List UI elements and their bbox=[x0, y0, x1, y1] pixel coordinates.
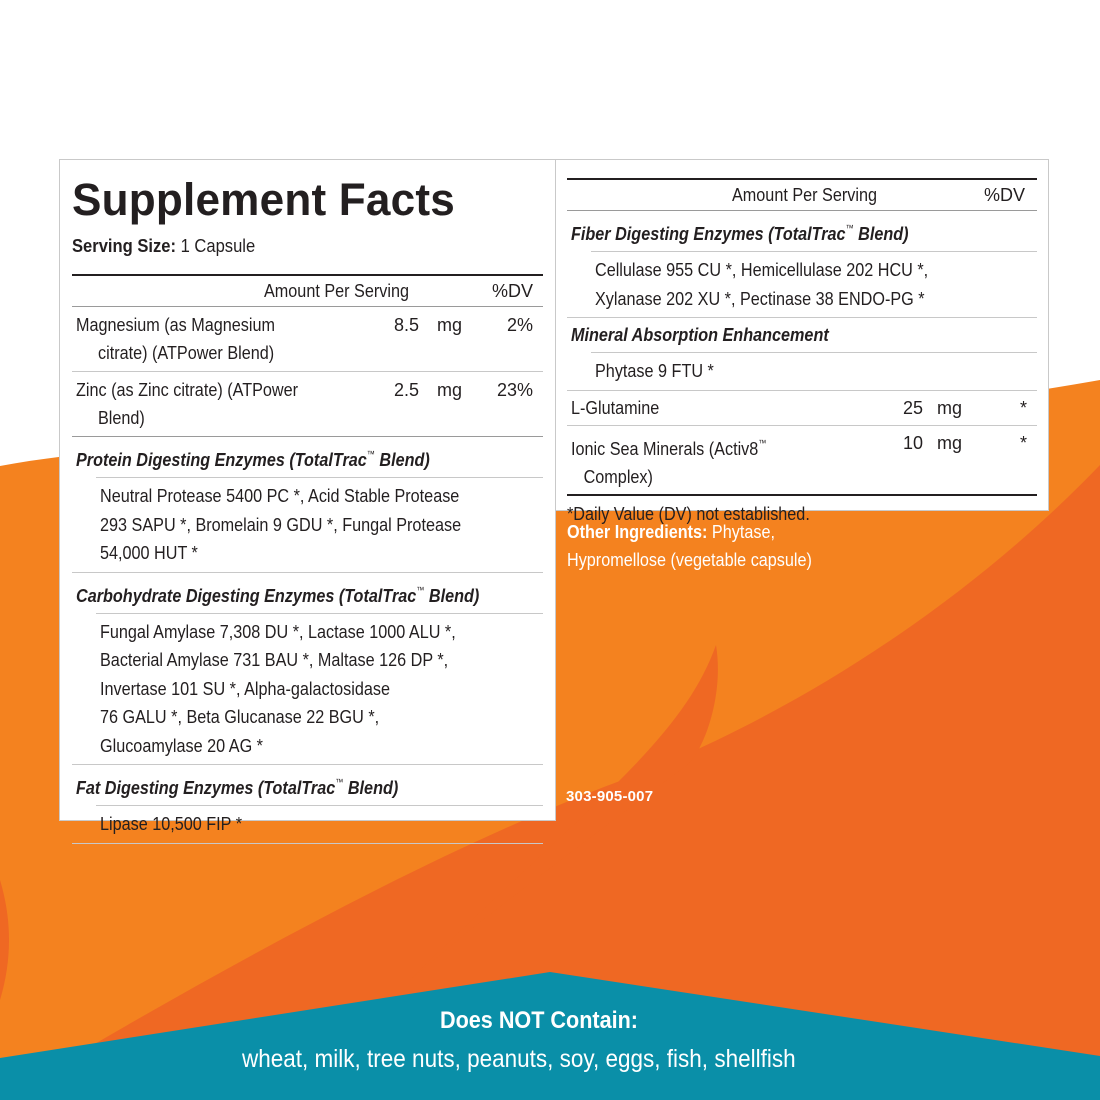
blend-ingredients-protein: Neutral Protease 5400 PC *, Acid Stable … bbox=[100, 486, 462, 563]
nutrient-row-ionic-sea-minerals: Ionic Sea Minerals (Activ8™ Complex) 10 … bbox=[567, 426, 1037, 494]
nutrient-dv: 2% bbox=[506, 315, 533, 335]
divider bbox=[567, 178, 1037, 180]
nutrient-amount: 2.5 bbox=[393, 380, 419, 400]
trademark-symbol: ™ bbox=[366, 449, 375, 459]
dv-footnote: *Daily Value (DV) not established. bbox=[567, 503, 810, 524]
nutrient-unit: mg bbox=[937, 432, 963, 453]
blend-title-fat: Fat Digesting Enzymes (TotalTrac™ Blend) bbox=[76, 777, 399, 798]
serving-size-value: 1 Capsule bbox=[176, 236, 256, 256]
nutrient-row-magnesium: Magnesium (as Magnesium citrate) (ATPowe… bbox=[72, 307, 543, 371]
nutrient-dv: 23% bbox=[496, 380, 533, 400]
teal-banner-shape bbox=[0, 972, 1100, 1100]
column-header: Amount Per Serving %DV bbox=[567, 180, 1037, 210]
supplement-facts-panel-continued: Amount Per Serving %DV Fiber Digesting E… bbox=[555, 159, 1049, 524]
nutrient-unit: mg bbox=[937, 397, 963, 418]
nutrient-amount: 8.5 bbox=[393, 315, 419, 335]
nutrient-dv: * bbox=[1019, 397, 1027, 418]
column-header: Amount Per Serving %DV bbox=[72, 276, 543, 306]
divider bbox=[591, 352, 1037, 353]
blend-ingredients-fat: Lipase 10,500 FIP * bbox=[100, 814, 243, 834]
nutrient-amount: 10 bbox=[902, 432, 923, 453]
divider bbox=[96, 477, 543, 478]
divider bbox=[72, 764, 543, 765]
orange-dark-swoosh bbox=[0, 465, 1100, 1100]
divider bbox=[72, 842, 543, 844]
divider bbox=[72, 436, 543, 437]
divider bbox=[96, 805, 543, 806]
divider bbox=[72, 371, 543, 372]
orange-dark-crescent bbox=[0, 880, 9, 1000]
divider bbox=[591, 251, 1037, 252]
divider bbox=[567, 317, 1037, 318]
blend-ingredients-fiber: Cellulase 955 CU *, Hemicellulase 202 HC… bbox=[595, 260, 929, 309]
other-ingredients-label: Other Ingredients: bbox=[567, 522, 708, 542]
nutrient-name-cont: citrate) (ATPower Blend) bbox=[98, 343, 275, 363]
amount-per-serving-header: Amount Per Serving bbox=[263, 281, 409, 301]
nutrient-dv: * bbox=[1019, 432, 1027, 453]
trademark-symbol: ™ bbox=[758, 437, 767, 448]
trademark-symbol: ™ bbox=[416, 584, 425, 595]
divider bbox=[567, 424, 1037, 426]
dv-header: %DV bbox=[983, 185, 1025, 205]
blend-title-protein: Protein Digesting Enzymes (TotalTrac™ Bl… bbox=[76, 449, 430, 470]
nutrient-unit: mg bbox=[436, 315, 462, 335]
allergen-banner-title: Does NOT Contain: bbox=[440, 1007, 638, 1034]
nutrient-row-zinc: Zinc (as Zinc citrate) (ATPower Blend) 2… bbox=[72, 372, 543, 436]
nutrient-name-cont: Complex) bbox=[583, 466, 653, 487]
blend-title-carbohydrate: Carbohydrate Digesting Enzymes (TotalTra… bbox=[76, 584, 480, 606]
trademark-symbol: ™ bbox=[845, 223, 854, 233]
nutrient-name: Ionic Sea Minerals (Activ8 bbox=[571, 438, 759, 459]
blend-title-fiber: Fiber Digesting Enzymes (TotalTrac™ Blen… bbox=[571, 223, 909, 244]
product-code: 303-905-007 bbox=[566, 788, 654, 805]
divider bbox=[96, 612, 543, 614]
serving-size: Serving Size: 1 Capsule bbox=[72, 234, 505, 258]
blend-ingredients-mineral-absorption: Phytase 9 FTU * bbox=[595, 361, 714, 381]
nutrient-row-l-glutamine: L-Glutamine 25 mg * bbox=[567, 391, 1037, 425]
other-ingredients: Other Ingredients: Phytase, Hypromellose… bbox=[567, 522, 812, 570]
nutrient-name-cont: Blend) bbox=[98, 408, 145, 428]
amount-per-serving-header: Amount Per Serving bbox=[731, 185, 877, 205]
panel-title: Supplement Facts bbox=[72, 174, 455, 225]
divider bbox=[567, 210, 1037, 211]
divider bbox=[72, 274, 543, 276]
supplement-facts-panel: Supplement Facts Serving Size: 1 Capsule… bbox=[59, 159, 556, 844]
dv-header: %DV bbox=[491, 281, 533, 301]
blend-ingredients-carbohydrate: Fungal Amylase 7,308 DU *, Lactase 1000 … bbox=[100, 621, 456, 756]
divider bbox=[567, 389, 1037, 391]
allergen-banner-list: wheat, milk, tree nuts, peanuts, soy, eg… bbox=[242, 1045, 797, 1073]
nutrient-name: L-Glutamine bbox=[571, 397, 660, 418]
serving-size-label: Serving Size: bbox=[72, 236, 177, 256]
blend-title-mineral-absorption: Mineral Absorption Enhancement bbox=[571, 325, 829, 345]
nutrient-name: Magnesium (as Magnesium bbox=[76, 315, 275, 335]
divider bbox=[567, 493, 1037, 496]
nutrient-unit: mg bbox=[436, 380, 462, 400]
nutrient-amount: 25 bbox=[902, 397, 923, 418]
divider bbox=[72, 306, 543, 307]
trademark-symbol: ™ bbox=[335, 777, 344, 787]
divider bbox=[72, 571, 543, 573]
nutrient-name: Zinc (as Zinc citrate) (ATPower bbox=[76, 380, 299, 400]
